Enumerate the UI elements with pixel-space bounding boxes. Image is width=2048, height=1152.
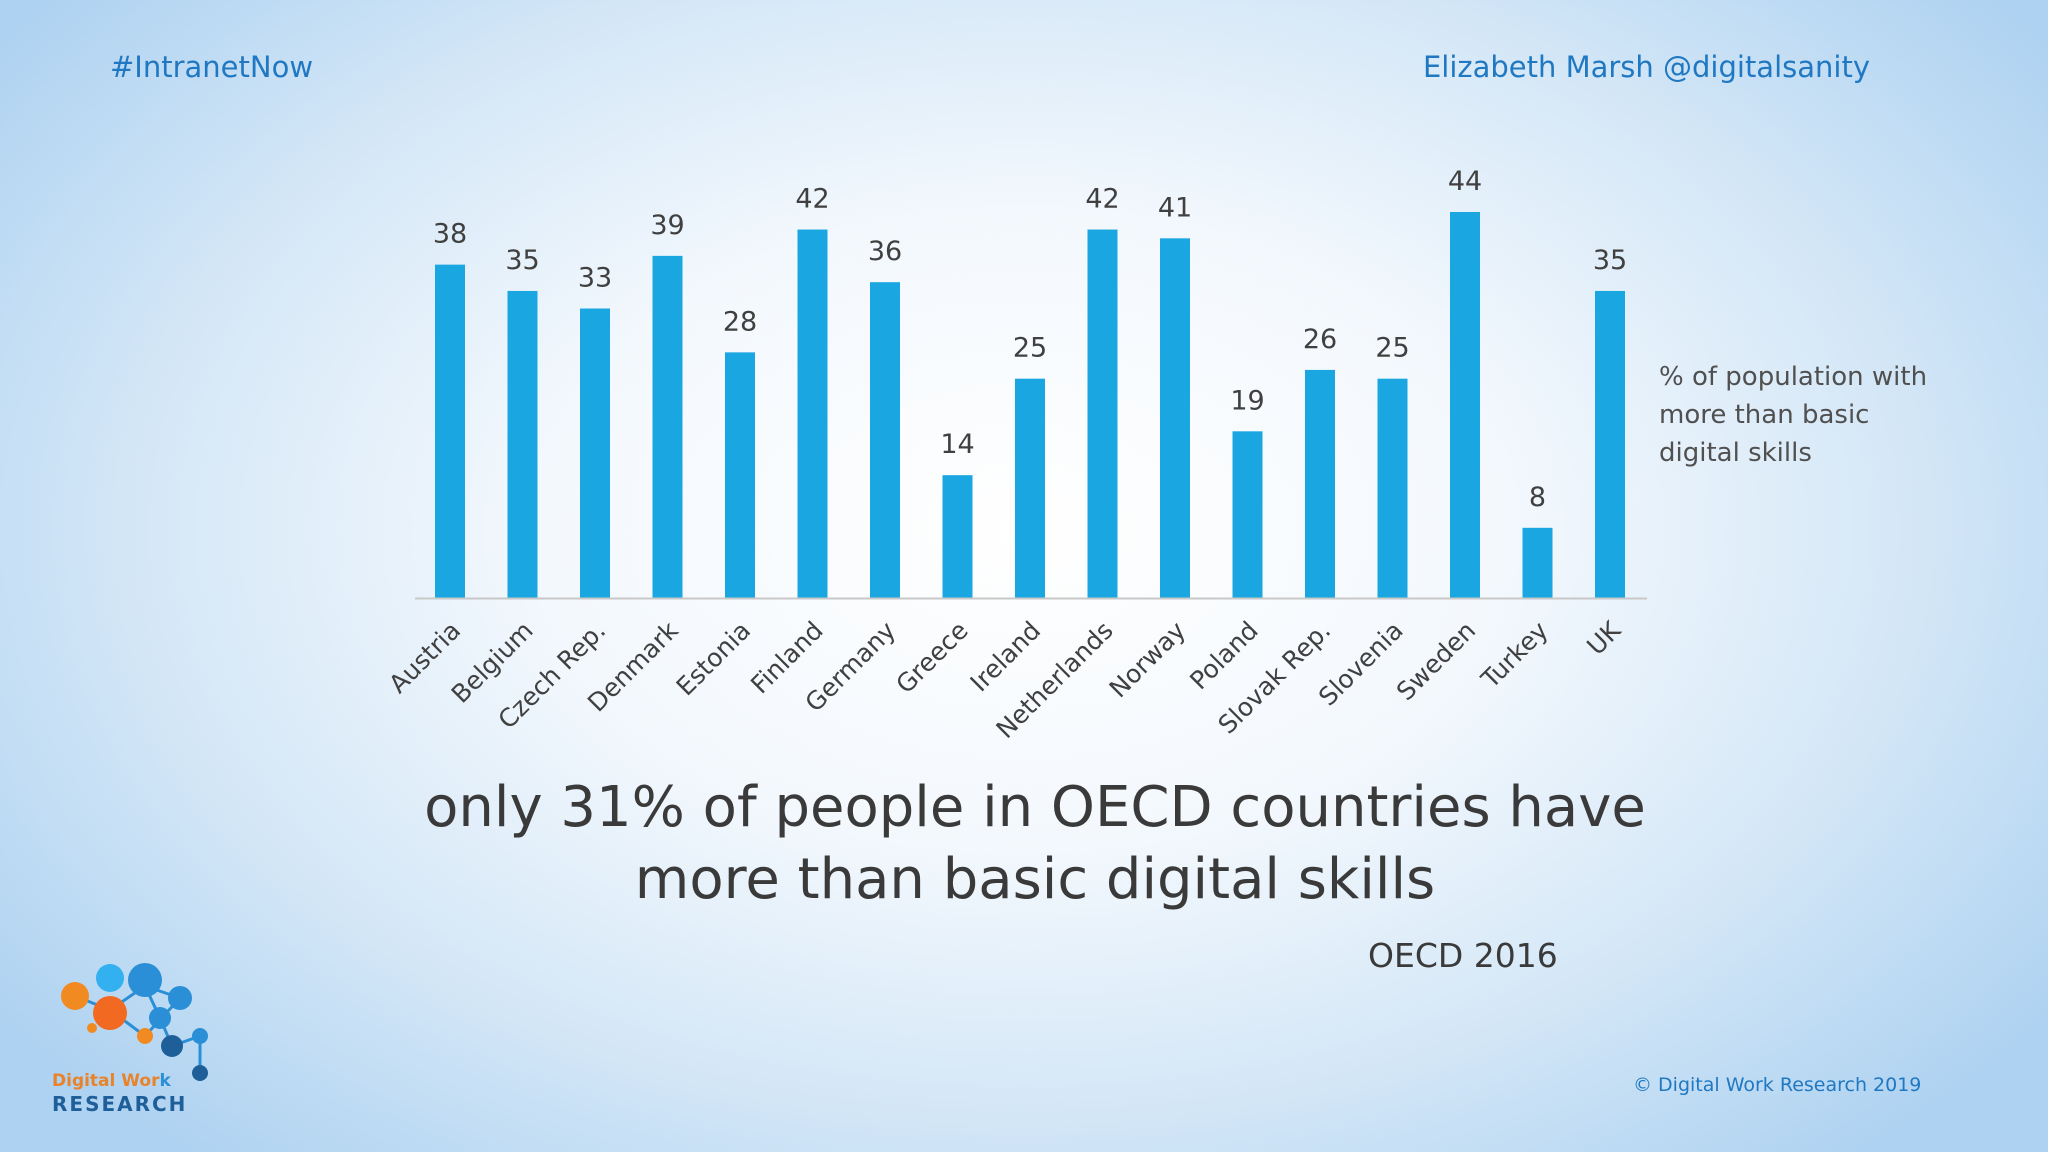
bar-value-label: 36: [868, 236, 902, 267]
logo-text-research: RESEARCH: [52, 1092, 188, 1116]
digital-work-research-logo: [61, 963, 208, 1081]
bar-value-label: 14: [940, 429, 974, 460]
bar-value-label: 35: [1593, 245, 1627, 276]
bar-value-label: 28: [723, 306, 757, 337]
category-tick-label: Turkey: [1475, 616, 1554, 695]
bar-finland: [797, 229, 828, 598]
bar-value-label: 38: [433, 219, 467, 250]
bar-value-label: 25: [1375, 333, 1409, 364]
category-tick-label: UK: [1581, 615, 1626, 660]
bars-layer: [435, 212, 1625, 598]
bar-denmark: [652, 255, 683, 598]
bar-turkey: [1522, 527, 1553, 598]
bar-value-label: 41: [1158, 192, 1192, 223]
bar-value-label: 33: [578, 263, 612, 294]
category-tick-label: Greece: [890, 616, 973, 699]
bar-value-label: 42: [795, 184, 829, 215]
bar-greece: [942, 475, 973, 598]
bar-slovak-rep: [1305, 369, 1335, 598]
bar-austria: [435, 264, 465, 598]
bar-value-label: 35: [505, 245, 539, 276]
bar-value-label: 26: [1303, 324, 1337, 355]
series-legend-line: % of population with: [1659, 362, 1928, 392]
bar-slovenia: [1377, 378, 1408, 598]
bar-uk: [1595, 290, 1625, 598]
category-tick-label: Estonia: [671, 616, 757, 702]
hashtag-text: #IntranetNow: [110, 50, 314, 84]
logo-text-digital-work: Digital Work: [52, 1071, 171, 1091]
category-tick-label: Norway: [1104, 616, 1192, 704]
bar-value-label: 42: [1085, 184, 1119, 215]
headline: only 31% of people in OECD countries hav…: [0, 772, 2048, 916]
headline-line-1: only 31% of people in OECD countries hav…: [424, 775, 1646, 840]
bar-germany: [870, 282, 900, 598]
bar-value-label: 25: [1013, 333, 1047, 364]
bar-value-label: 19: [1230, 385, 1264, 416]
copyright-notice: © Digital Work Research 2019: [1633, 1074, 1922, 1096]
bar-ireland: [1015, 378, 1045, 598]
bar-netherlands: [1087, 229, 1118, 598]
source-citation: OECD 2016: [1368, 936, 1558, 975]
headline-line-2: more than basic digital skills: [634, 847, 1436, 912]
bar-belgium: [507, 290, 538, 598]
bar-norway: [1160, 238, 1190, 598]
bar-estonia: [725, 352, 755, 598]
series-legend-label: % of population with more than basic dig…: [1659, 358, 1959, 472]
series-legend-line: more than basic: [1659, 400, 1870, 430]
bar-value-label: 39: [650, 210, 684, 241]
bar-poland: [1232, 431, 1263, 598]
bar-czech-rep: [580, 308, 610, 598]
value-labels-layer: 38 35 33 39 28 42 36 14 25 42 41 19 26 25 44 8 35: [433, 166, 1627, 513]
bar-sweden: [1450, 212, 1480, 598]
series-legend-line: digital skills: [1659, 438, 1812, 468]
category-tick-label: Sweden: [1391, 616, 1481, 706]
bar-value-label: 8: [1529, 482, 1546, 513]
author-handle: Elizabeth Marsh @digitalsanity: [1422, 50, 1870, 84]
bar-value-label: 44: [1448, 166, 1482, 197]
